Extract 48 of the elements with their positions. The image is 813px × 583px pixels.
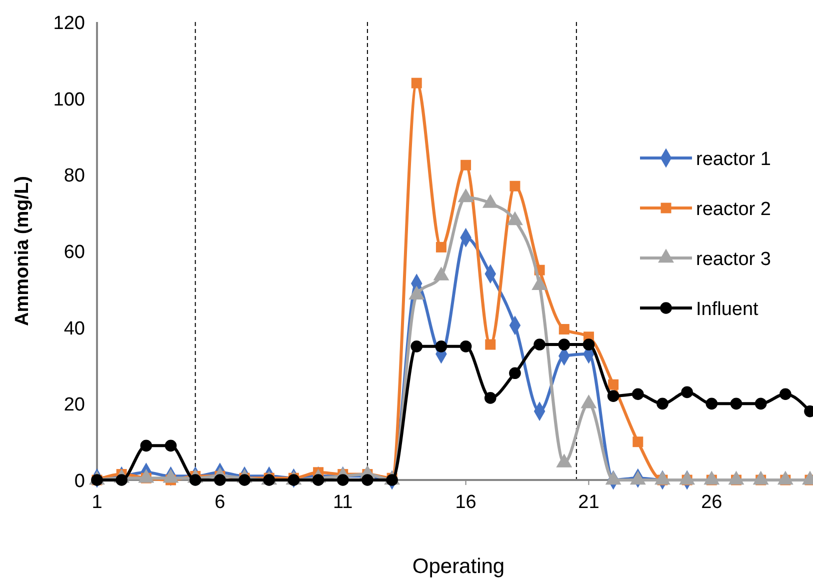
point — [336, 474, 349, 486]
point — [509, 367, 521, 380]
point — [632, 436, 644, 448]
point — [706, 398, 718, 410]
point — [164, 440, 177, 452]
point — [558, 338, 570, 350]
x-axis-title: Operating — [412, 555, 505, 578]
point — [140, 440, 152, 452]
y-tick-label: 120 — [53, 13, 85, 34]
point — [607, 390, 620, 402]
point — [435, 340, 448, 352]
point — [730, 398, 742, 410]
y-axis-title: Ammonia (mg/L) — [12, 176, 33, 326]
x-tick-label: 26 — [701, 492, 722, 513]
point — [608, 379, 619, 390]
legend-label: reactor 1 — [696, 149, 771, 170]
x-tick-label: 21 — [578, 492, 600, 513]
point — [460, 340, 472, 352]
point — [582, 338, 595, 350]
point — [754, 398, 767, 410]
x-tick-label: 6 — [214, 492, 226, 513]
x-tick-label: 1 — [92, 492, 102, 513]
point — [460, 160, 472, 170]
point — [484, 392, 496, 404]
point — [558, 324, 570, 334]
point — [656, 398, 668, 410]
y-tick-label: 60 — [64, 242, 85, 263]
x-tick-label: 16 — [455, 492, 476, 513]
point — [436, 242, 446, 252]
point — [510, 180, 520, 192]
point — [534, 338, 546, 350]
y-tick-label: 0 — [74, 471, 85, 492]
point — [410, 340, 423, 352]
point — [632, 388, 644, 400]
point — [411, 78, 422, 88]
x-tick-label: 11 — [332, 492, 353, 513]
point — [681, 386, 693, 398]
legend-label: reactor 3 — [696, 249, 771, 270]
point — [214, 474, 226, 486]
point — [485, 339, 496, 350]
legend-label: Influent — [696, 299, 760, 320]
legend-label: reactor 2 — [696, 199, 771, 220]
y-tick-label: 100 — [53, 89, 85, 110]
y-tick-label: 40 — [64, 318, 85, 340]
y-tick-label: 80 — [64, 166, 85, 187]
y-tick-label: 20 — [64, 394, 85, 416]
point — [779, 388, 792, 400]
point — [362, 474, 374, 486]
